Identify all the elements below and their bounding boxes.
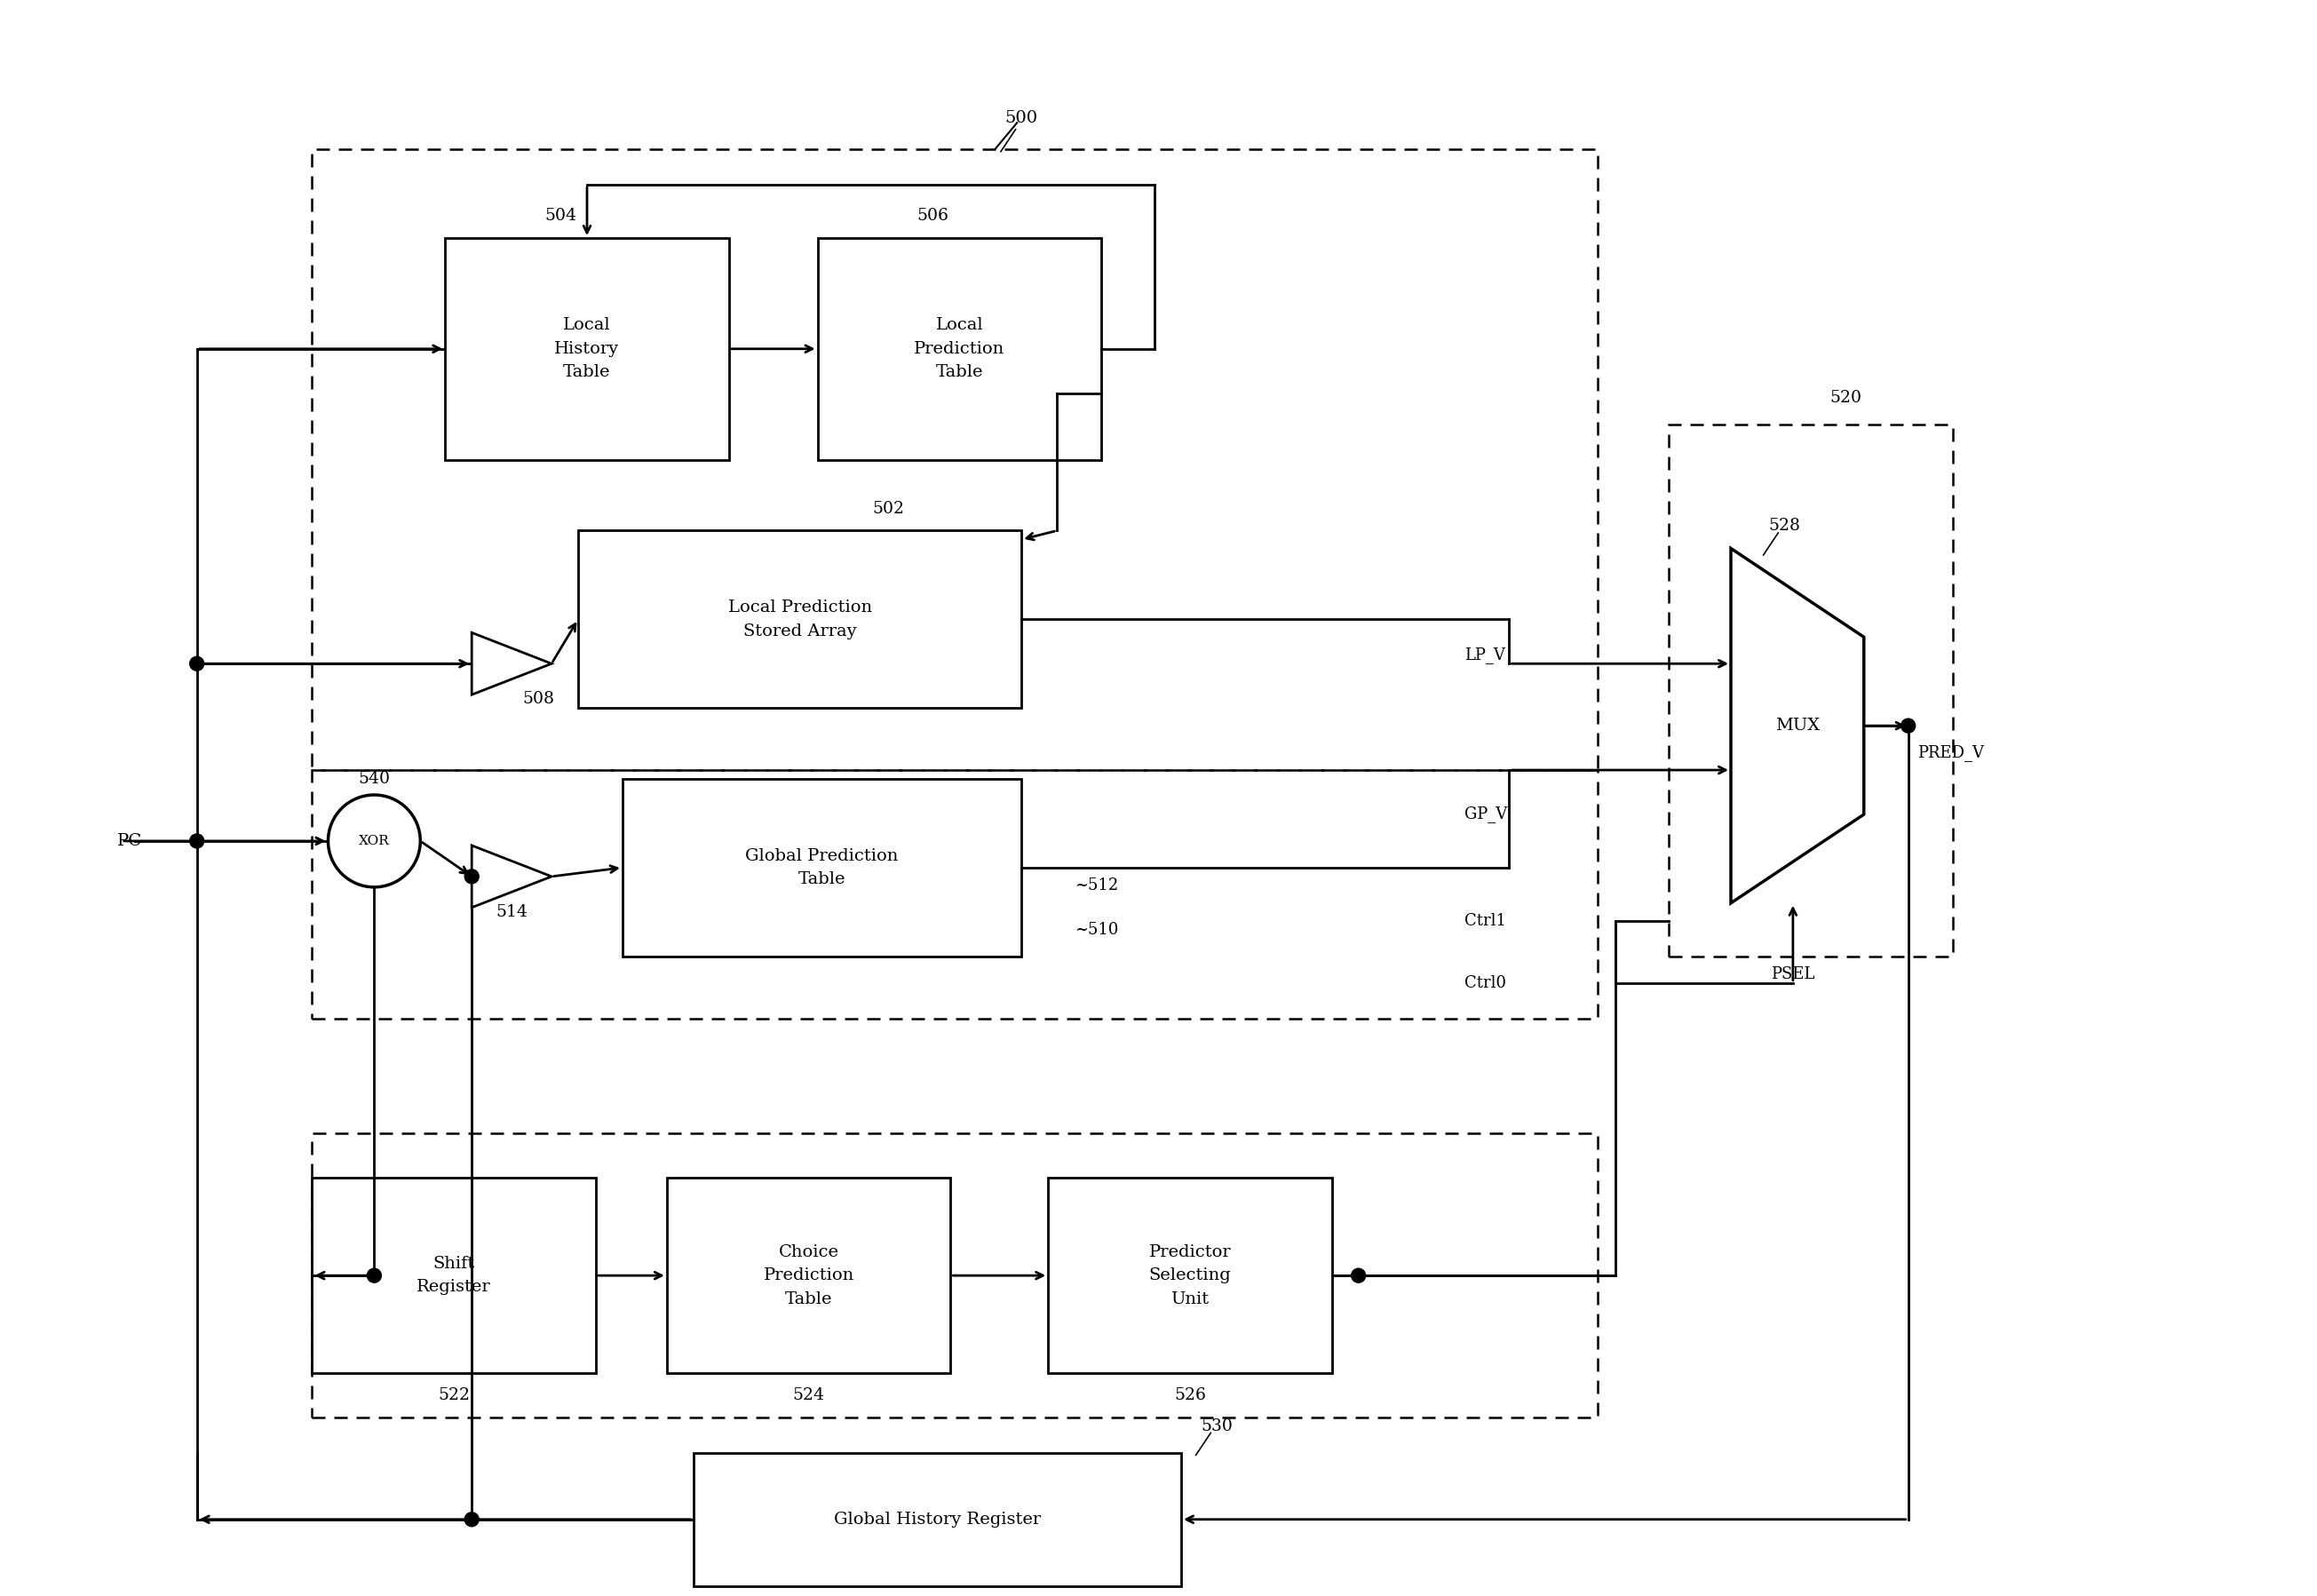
Text: 540: 540 xyxy=(359,771,389,787)
Text: 528: 528 xyxy=(1768,519,1800,535)
Text: 526: 526 xyxy=(1175,1387,1205,1403)
Circle shape xyxy=(190,835,204,847)
Circle shape xyxy=(466,1513,480,1526)
Text: PSEL: PSEL xyxy=(1770,966,1814,982)
Circle shape xyxy=(190,656,204,670)
Text: Local Prediction
Stored Array: Local Prediction Stored Array xyxy=(728,600,871,638)
Text: PRED_V: PRED_V xyxy=(1916,744,1983,761)
Bar xyxy=(1668,425,1953,956)
Text: ~510: ~510 xyxy=(1075,922,1119,938)
Text: 522: 522 xyxy=(438,1387,470,1403)
Bar xyxy=(313,1133,1599,1417)
Text: 520: 520 xyxy=(1830,389,1863,405)
Polygon shape xyxy=(1731,549,1863,903)
Text: PC: PC xyxy=(118,833,141,849)
Circle shape xyxy=(366,1269,382,1283)
Circle shape xyxy=(1902,718,1916,733)
Text: Choice
Prediction
Table: Choice Prediction Table xyxy=(762,1245,855,1307)
Polygon shape xyxy=(473,846,551,908)
Text: 508: 508 xyxy=(521,691,554,707)
Text: 506: 506 xyxy=(918,207,948,223)
Text: 502: 502 xyxy=(874,501,904,517)
Bar xyxy=(313,150,1599,769)
Text: 524: 524 xyxy=(792,1387,825,1403)
Text: Global History Register: Global History Register xyxy=(834,1511,1040,1527)
Bar xyxy=(818,238,1101,460)
Text: GP_V: GP_V xyxy=(1464,806,1508,824)
Text: Ctrl1: Ctrl1 xyxy=(1464,913,1506,929)
Circle shape xyxy=(466,870,480,884)
Text: Local
Prediction
Table: Local Prediction Table xyxy=(913,318,1006,380)
Polygon shape xyxy=(473,632,551,694)
Text: 504: 504 xyxy=(544,207,577,223)
Bar xyxy=(693,1452,1182,1586)
Circle shape xyxy=(1351,1269,1365,1283)
Bar xyxy=(623,779,1022,956)
Text: XOR: XOR xyxy=(359,835,389,847)
Text: ~512: ~512 xyxy=(1075,878,1119,894)
Text: MUX: MUX xyxy=(1775,718,1819,734)
Text: Local
History
Table: Local History Table xyxy=(554,318,619,380)
Bar xyxy=(579,530,1022,709)
Bar xyxy=(313,769,1599,1018)
Bar xyxy=(667,1178,950,1373)
Text: 530: 530 xyxy=(1200,1419,1233,1435)
Bar xyxy=(313,1178,595,1373)
Text: Global Prediction
Table: Global Prediction Table xyxy=(746,847,899,887)
Bar xyxy=(445,238,730,460)
Bar xyxy=(1047,1178,1332,1373)
Text: Predictor
Selecting
Unit: Predictor Selecting Unit xyxy=(1149,1245,1230,1307)
Text: LP_V: LP_V xyxy=(1464,646,1506,664)
Text: Ctrl0: Ctrl0 xyxy=(1464,975,1506,991)
Text: Shift
Register: Shift Register xyxy=(417,1256,491,1296)
Text: 514: 514 xyxy=(496,903,528,919)
Text: 500: 500 xyxy=(1006,110,1038,126)
